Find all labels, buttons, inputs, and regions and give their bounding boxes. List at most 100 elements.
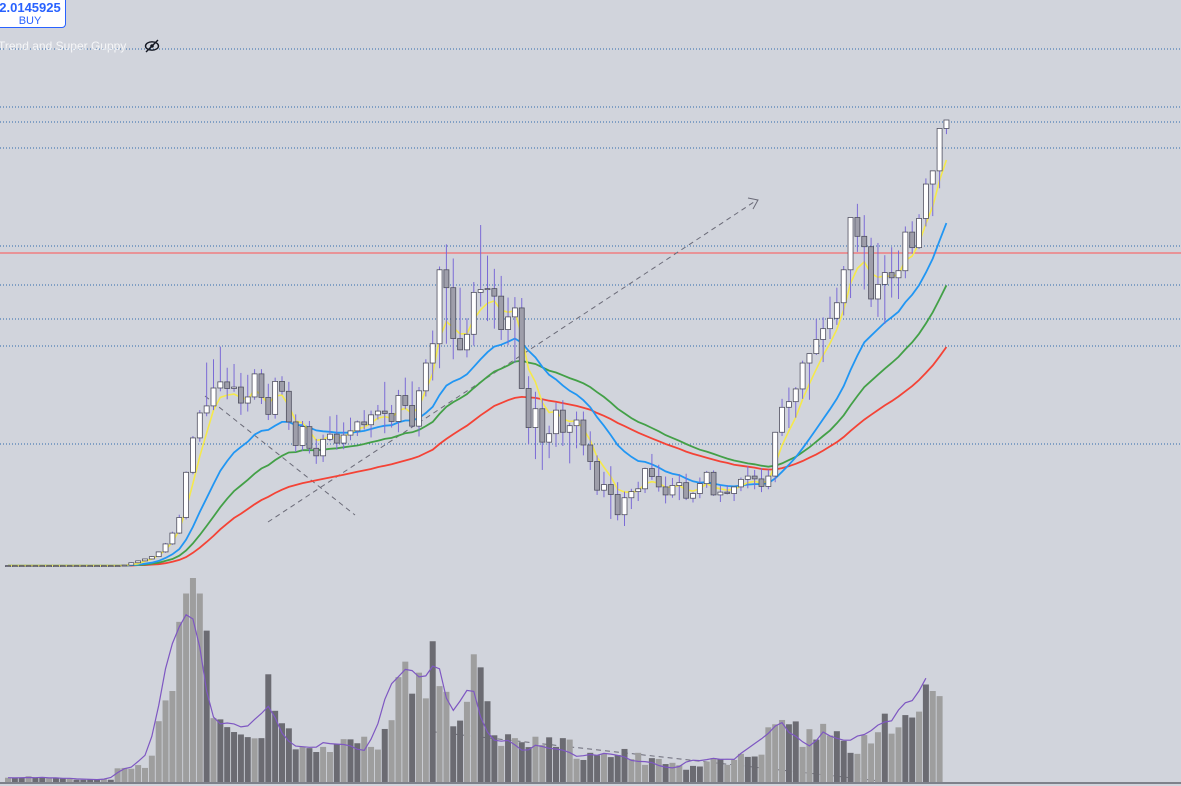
volume-bar bbox=[470, 654, 477, 782]
candle-body bbox=[306, 426, 313, 449]
candle-body bbox=[80, 565, 87, 567]
volume-bar bbox=[135, 765, 142, 782]
candle-body bbox=[669, 485, 676, 496]
volume-bar bbox=[306, 748, 313, 782]
volume-bar bbox=[710, 758, 717, 782]
volume-bar bbox=[66, 778, 73, 782]
volume-bar bbox=[388, 720, 395, 782]
candle-body bbox=[416, 390, 422, 427]
volume-bar bbox=[203, 630, 210, 782]
candle-body bbox=[744, 475, 751, 480]
candle-body bbox=[162, 543, 169, 553]
candle-body bbox=[217, 381, 224, 389]
volume-bar bbox=[799, 746, 806, 782]
candle-body bbox=[505, 316, 511, 330]
candle-body bbox=[518, 307, 525, 389]
volume-bar bbox=[744, 756, 751, 782]
candle-body bbox=[916, 218, 922, 249]
candle-body bbox=[512, 307, 518, 318]
candle-body bbox=[888, 272, 895, 279]
candle-body bbox=[477, 289, 484, 293]
volume-bar bbox=[635, 752, 642, 782]
candle-body bbox=[183, 471, 190, 518]
buy-label: BUY bbox=[18, 15, 42, 27]
candle-body bbox=[53, 565, 59, 567]
volume-bar bbox=[881, 713, 888, 782]
volume-bar bbox=[888, 733, 895, 782]
candle-body bbox=[368, 414, 374, 426]
volume-bar bbox=[868, 743, 875, 782]
volume-bar bbox=[614, 755, 621, 782]
volume-bar bbox=[895, 727, 902, 782]
candle-body bbox=[128, 562, 135, 566]
volume-bar bbox=[642, 764, 649, 782]
candle-body bbox=[806, 353, 813, 364]
volume-bar bbox=[676, 765, 683, 782]
volume-bar bbox=[18, 777, 25, 782]
candle-body bbox=[731, 486, 737, 494]
volume-bar bbox=[662, 764, 669, 782]
candle-body bbox=[59, 565, 66, 567]
volume-bar bbox=[114, 768, 121, 782]
candle-body bbox=[292, 421, 299, 446]
volume-bar bbox=[87, 779, 94, 782]
candle-body bbox=[320, 438, 327, 457]
candle-body bbox=[635, 488, 642, 493]
volume-bar bbox=[148, 755, 155, 782]
volume-bar bbox=[73, 779, 80, 782]
candle-body bbox=[155, 551, 162, 558]
volume-bar bbox=[361, 736, 368, 782]
volume-bar bbox=[539, 745, 546, 782]
volume-bar bbox=[128, 768, 135, 782]
candle-body bbox=[190, 437, 196, 473]
volume-bar bbox=[861, 735, 868, 782]
candle-body bbox=[861, 235, 868, 248]
candle-body bbox=[87, 565, 94, 567]
buy-button[interactable]: 2.0145925 BUY bbox=[0, 0, 66, 28]
candle-body bbox=[402, 395, 409, 406]
candle-body bbox=[642, 468, 648, 490]
candle-body bbox=[66, 565, 73, 567]
candle-body bbox=[601, 484, 607, 491]
candle-body bbox=[717, 491, 724, 496]
candle-body bbox=[758, 478, 765, 487]
volume-bar bbox=[779, 719, 786, 782]
candle-body bbox=[285, 390, 292, 423]
volume-bar bbox=[758, 754, 765, 782]
volume-bar bbox=[724, 764, 731, 782]
candle-body bbox=[210, 387, 217, 407]
candle-body bbox=[902, 231, 909, 272]
volume-bar bbox=[80, 779, 87, 782]
candle-body bbox=[443, 269, 450, 289]
volume-bar bbox=[655, 758, 662, 782]
volume-bar bbox=[922, 684, 929, 782]
candle-body bbox=[39, 565, 46, 567]
ema-red-line bbox=[8, 346, 948, 567]
volume-bar bbox=[792, 721, 799, 782]
volume-bar bbox=[265, 674, 272, 782]
candle-body bbox=[875, 283, 881, 300]
eye-off-icon[interactable] bbox=[144, 39, 160, 53]
candle-body bbox=[121, 564, 128, 567]
candle-body bbox=[422, 362, 429, 392]
volume-bar bbox=[320, 746, 327, 782]
volume-pane bbox=[5, 578, 943, 782]
candle-body bbox=[457, 338, 464, 351]
candle-body bbox=[525, 388, 532, 428]
candle-body bbox=[333, 433, 340, 444]
trend-arrow-head bbox=[747, 197, 759, 210]
candle-body bbox=[799, 362, 806, 390]
candle-body bbox=[607, 484, 614, 495]
volume-bar bbox=[292, 749, 299, 782]
candle-body bbox=[374, 410, 381, 416]
volume-bar bbox=[806, 729, 813, 782]
candle-body bbox=[135, 560, 142, 564]
volume-bar bbox=[573, 758, 580, 782]
volume-bar bbox=[354, 743, 361, 782]
volume-bar bbox=[772, 724, 779, 782]
candle-body bbox=[881, 272, 888, 285]
candle-body bbox=[347, 430, 354, 436]
volume-bar bbox=[416, 672, 422, 782]
